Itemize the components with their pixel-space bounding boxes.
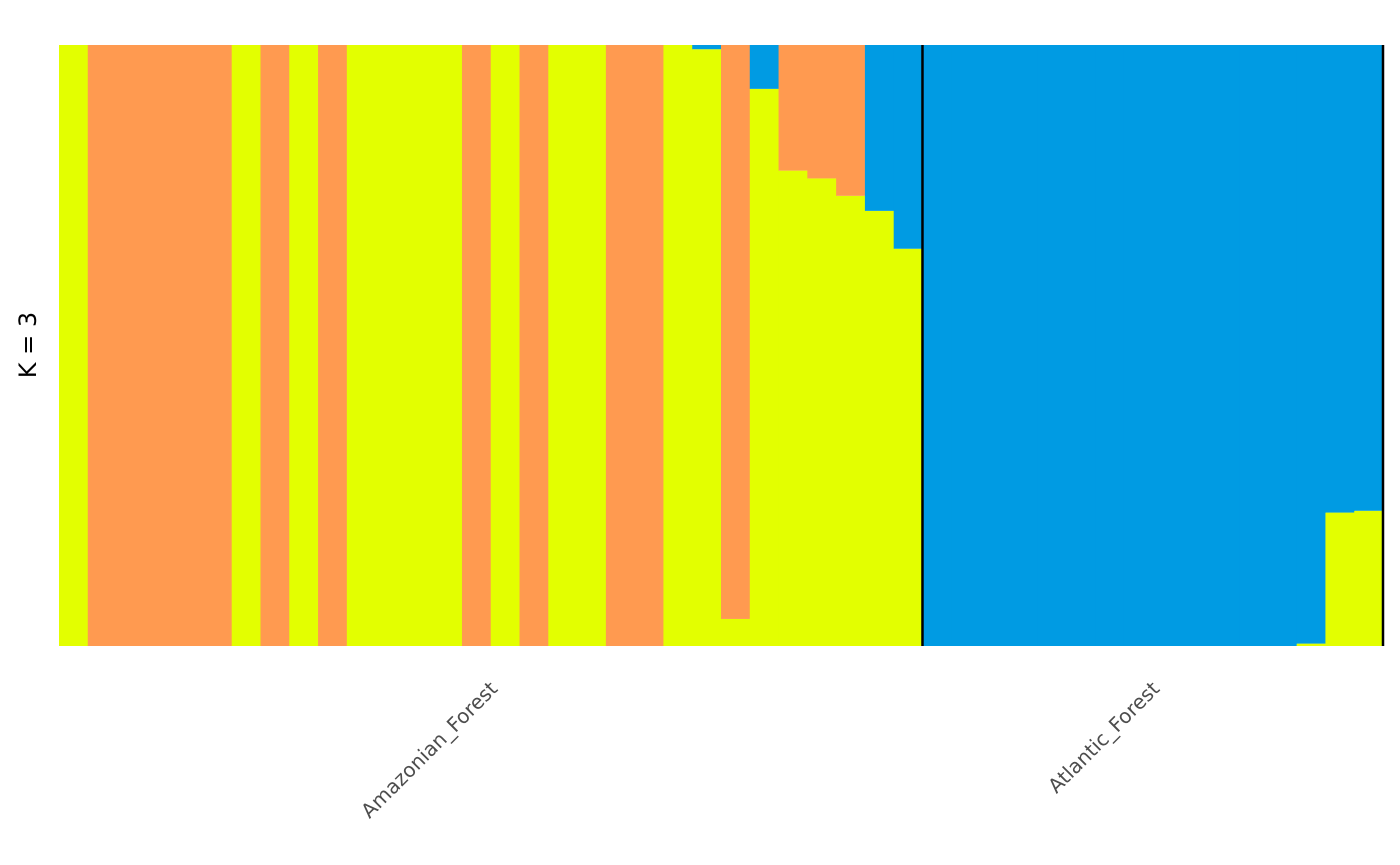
y-axis-label: K = 3: [14, 312, 42, 378]
bar-segment: [318, 45, 348, 646]
bar-segment: [548, 45, 578, 646]
bar-segment: [1267, 45, 1298, 646]
bar-segment: [1325, 512, 1355, 646]
bar-segment: [692, 49, 722, 646]
x-tick-label: Amazonian_Forest: [356, 676, 502, 822]
bar-segment: [836, 45, 866, 196]
bar-segment: [692, 45, 722, 50]
bar-segment: [922, 45, 952, 646]
bar-segment: [59, 45, 89, 646]
bar-segment: [1066, 45, 1096, 646]
bar-segment: [260, 45, 290, 646]
bar-segment: [634, 45, 665, 646]
bar-segment: [749, 88, 780, 647]
bar-segment: [663, 45, 693, 646]
bar-segment: [807, 45, 837, 179]
bar-segment: [1152, 45, 1183, 646]
bar-segment: [577, 45, 607, 646]
bar-segment: [980, 45, 1010, 646]
bar-segment: [490, 45, 521, 646]
bar-segment: [1239, 45, 1269, 646]
bar-segment: [1037, 45, 1067, 646]
bar-segment: [1354, 45, 1384, 511]
bar-segment: [893, 45, 924, 249]
bar-segment: [289, 45, 319, 646]
bar-segment: [1123, 45, 1154, 646]
x-tick-labels: Amazonian_Forest Atlantic_Forest: [356, 676, 1164, 822]
bar-segment: [174, 45, 204, 646]
bar-segment: [1296, 643, 1327, 646]
bar-segment: [1095, 45, 1125, 646]
bar-segment: [721, 45, 751, 619]
bar-segment: [433, 45, 463, 646]
bar-segment: [605, 45, 636, 646]
bar-segment: [404, 45, 434, 646]
x-tick-label: Atlantic_Forest: [1043, 676, 1164, 797]
bar-segment: [461, 45, 492, 646]
bar-segment: [375, 45, 405, 646]
bar-segment: [519, 45, 549, 646]
bar-segment: [87, 45, 118, 646]
bar-segment: [778, 170, 808, 647]
bar-segment: [836, 195, 866, 646]
bar-segment: [1008, 45, 1039, 646]
bar-segment: [346, 45, 377, 646]
bar-segment: [749, 45, 780, 89]
bar-segment: [864, 210, 895, 646]
bar-segment: [864, 45, 895, 211]
bar-segment: [1325, 45, 1355, 513]
group-separators: [921, 45, 1385, 646]
bar-segment: [116, 45, 146, 646]
bar-segment: [231, 45, 262, 646]
bar-segment: [145, 45, 175, 646]
bar-segment: [202, 45, 233, 646]
bar-segment: [1296, 45, 1327, 644]
bar-segment: [778, 45, 808, 171]
bar-segment: [1181, 45, 1211, 646]
bar-segment: [893, 248, 924, 647]
bar-segment: [1210, 45, 1240, 646]
bar-segment: [951, 45, 981, 646]
bars-layer: [59, 45, 1384, 647]
bar-segment: [1354, 510, 1384, 646]
bar-segment: [721, 618, 751, 646]
bar-segment: [807, 178, 837, 647]
